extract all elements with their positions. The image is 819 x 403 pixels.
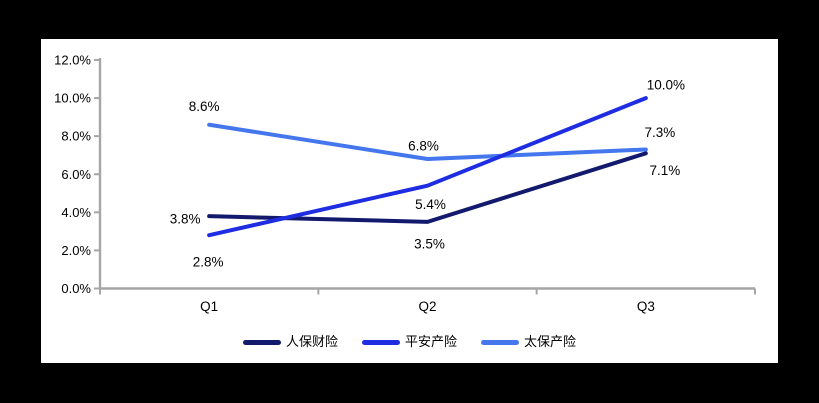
legend-item-1: 人保财险: [242, 334, 338, 350]
line-chart: 0.0% 2.0% 4.0% 6.0% 8.0% 10.0% 12.0% Q1 Q2 Q3 3.8%…: [54, 53, 756, 314]
y-tick-label: 8.0%: [61, 129, 91, 144]
legend-swatch-1: [242, 339, 281, 345]
legend-swatch-2: [361, 339, 400, 345]
y-tick-label: 4.0%: [61, 205, 91, 220]
chart-legend: 人保财险 平安产险 太保产险: [41, 334, 778, 350]
data-label: 2.8%: [193, 255, 224, 270]
legend-label-2: 平安产险: [404, 334, 457, 349]
chart-panel: 0.0% 2.0% 4.0% 6.0% 8.0% 10.0% 12.0% Q1 Q2 Q3 3.8%…: [41, 39, 778, 363]
legend-label-3: 太保产险: [524, 334, 577, 349]
data-label: 3.5%: [414, 236, 445, 251]
x-tick-label: Q1: [200, 299, 218, 314]
legend-item-3: 太保产险: [481, 334, 576, 350]
data-label: 10.0%: [647, 78, 685, 93]
data-label: 7.3%: [644, 125, 675, 140]
data-label: 7.1%: [649, 163, 680, 178]
y-tick-label: 6.0%: [61, 167, 91, 182]
data-label: 8.6%: [189, 99, 220, 114]
data-label: 5.4%: [415, 197, 446, 212]
x-tick-label: Q2: [418, 299, 436, 314]
data-label: 3.8%: [170, 212, 201, 227]
y-tick-label: 12.0%: [54, 53, 91, 68]
y-tick-label: 2.0%: [61, 243, 91, 258]
legend-label-1: 人保财险: [285, 334, 338, 349]
legend-swatch-3: [481, 339, 519, 345]
y-tick-label: 0.0%: [61, 281, 91, 296]
data-label: 6.8%: [408, 139, 439, 154]
series-line-3: [207, 122, 648, 162]
legend-item-2: 平安产险: [361, 334, 457, 350]
x-tick-label: Q3: [637, 299, 655, 314]
y-tick-label: 10.0%: [54, 91, 91, 106]
series-line-2: [207, 96, 648, 238]
